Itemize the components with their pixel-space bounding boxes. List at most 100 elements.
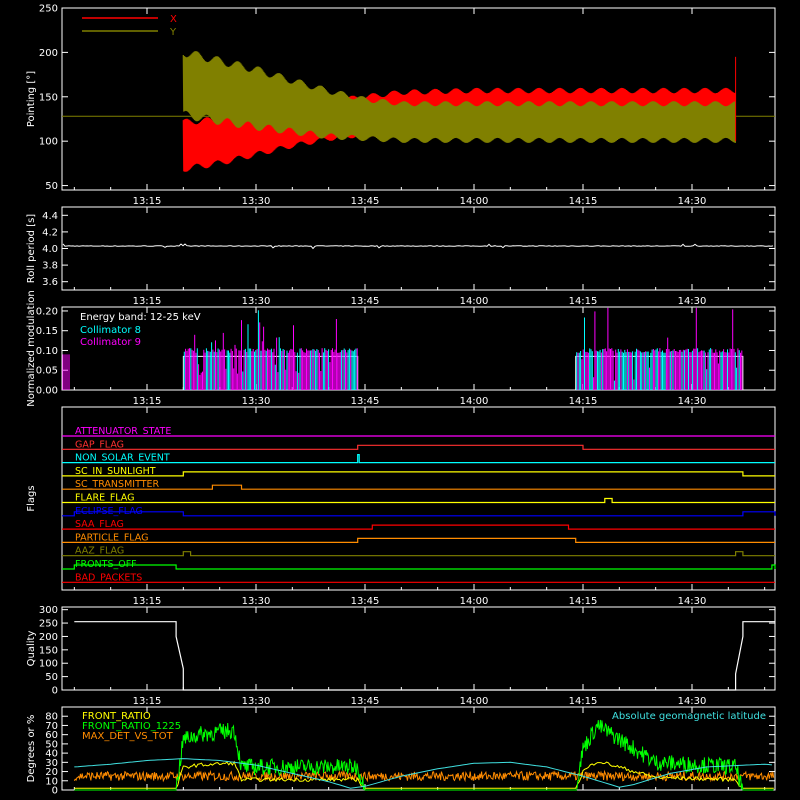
flag-line-eclipse-flag <box>62 511 776 517</box>
x-tick-label: 13:30 <box>242 296 271 307</box>
y-tick-label: 300 <box>39 605 58 616</box>
y-tick-label: 100 <box>39 659 58 670</box>
x-tick-label: 14:30 <box>678 396 707 407</box>
flag-line-flare-flag <box>62 497 775 504</box>
flag-line-fronts-off <box>62 564 776 570</box>
y-tick-label: 50 <box>45 739 58 750</box>
modulation-interval-outline <box>575 355 744 390</box>
y-tick-label: 150 <box>39 92 58 103</box>
modulation-legend-8: Collimator 8 <box>80 325 141 336</box>
panel-frame-4 <box>61 606 776 691</box>
x-tick-label: 14:30 <box>678 196 707 207</box>
y-tick-label: 3.6 <box>42 277 58 288</box>
x-tick-label: 14:00 <box>460 596 489 607</box>
y-tick-label: 0.00 <box>36 386 58 397</box>
y-tick-label: 0.20 <box>36 306 58 317</box>
x-tick-label: 13:30 <box>242 396 271 407</box>
x-tick-label: 13:15 <box>133 396 162 407</box>
y-tick-label: 200 <box>39 632 58 643</box>
x-tick-label: 14:00 <box>460 296 489 307</box>
quality-ylabel: Quality <box>26 631 37 667</box>
x-tick-label: 13:15 <box>133 696 162 707</box>
y-tick-label: 0.15 <box>36 326 58 337</box>
x-tick-label: 13:30 <box>242 196 271 207</box>
x-tick-label: 14:30 <box>678 696 707 707</box>
x-tick-label: 14:15 <box>569 196 598 207</box>
x-tick-label: 13:45 <box>351 596 380 607</box>
legend-front-ratio-1225: FRONT_RATIO_1225 <box>82 721 181 732</box>
y-tick-label: 0 <box>52 786 58 797</box>
modulation-legend-9: Collimator 9 <box>80 337 141 348</box>
flags-ylabel: Flags <box>26 485 37 511</box>
x-tick-label: 13:15 <box>133 596 162 607</box>
x-tick-label: 13:45 <box>351 396 380 407</box>
y-tick-label: 4.2 <box>42 227 58 238</box>
y-tick-label: 0 <box>52 686 58 697</box>
flag-label-eclipse-flag: ECLIPSE_FLAG <box>75 506 143 517</box>
x-tick-label: 14:15 <box>569 696 598 707</box>
series-front-ratio-1225 <box>74 719 774 791</box>
legend-label-x: X <box>170 14 177 25</box>
flag-label-saa-flag: SAA_FLAG <box>75 519 124 530</box>
flag-line-sc-transmitter <box>62 484 775 490</box>
modulation-annotation: Energy band: 12-25 keV <box>80 312 201 323</box>
x-tick-label: 14:30 <box>678 596 707 607</box>
series-max-det-vs-tot <box>73 769 775 783</box>
flag-line-gap-flag <box>62 444 775 450</box>
x-tick-label: 13:30 <box>242 696 271 707</box>
y-tick-label: 3.8 <box>42 261 58 272</box>
y-tick-label: 40 <box>45 749 58 760</box>
x-tick-label: 13:30 <box>242 596 271 607</box>
pointing-series-y <box>182 51 736 143</box>
degrees-ylabel: Degrees or % <box>26 715 37 783</box>
y-tick-label: 0.05 <box>36 366 58 377</box>
roll-period-series <box>62 243 774 250</box>
panel-frame-0 <box>61 7 776 191</box>
flag-label-particle-flag: PARTICLE_FLAG <box>75 532 148 543</box>
x-tick-label: 13:15 <box>133 296 162 307</box>
panel-frame-1 <box>61 206 776 291</box>
flag-label-gap-flag: GAP_FLAG <box>75 439 124 450</box>
panel-frame-3 <box>61 406 776 591</box>
x-tick-label: 14:15 <box>569 296 598 307</box>
x-tick-label: 13:45 <box>351 696 380 707</box>
x-tick-label: 13:45 <box>351 296 380 307</box>
flag-line-non-solar-event <box>62 454 775 464</box>
legend-label-y: Y <box>169 27 177 38</box>
quality-series <box>74 621 775 691</box>
panel-frame-2 <box>61 306 776 391</box>
y-tick-label: 50 <box>45 672 58 683</box>
y-tick-label: 250 <box>39 619 58 630</box>
y-tick-label: 30 <box>45 758 58 769</box>
x-tick-label: 14:00 <box>460 696 489 707</box>
flag-label-fronts-off: FRONTS_OFF <box>75 559 137 570</box>
pointing-ylabel: Pointing [°] <box>26 71 37 127</box>
y-tick-label: 200 <box>39 48 58 59</box>
flag-label-bad-packets: BAD_PACKETS <box>75 572 142 583</box>
legend-front-ratio: FRONT_RATIO <box>82 711 151 722</box>
x-tick-label: 14:15 <box>569 396 598 407</box>
x-tick-label: 14:30 <box>678 296 707 307</box>
flag-label-flare-flag: FLARE_FLAG <box>75 493 135 504</box>
x-tick-label: 14:00 <box>460 396 489 407</box>
y-tick-label: 100 <box>39 137 58 148</box>
y-tick-label: 80 <box>45 712 58 723</box>
flag-label-non-solar-event: NON_SOLAR_EVENT <box>75 453 170 464</box>
flag-line-particle-flag <box>62 537 775 544</box>
y-tick-label: 50 <box>45 181 58 192</box>
modulation-ylabel: Normalized modulation <box>26 290 37 407</box>
flag-line-sc-in-sunlight <box>62 471 775 477</box>
flag-label-aaz-flag: AAZ_FLAG <box>75 546 124 557</box>
y-tick-label: 20 <box>45 767 58 778</box>
x-tick-label: 13:45 <box>351 196 380 207</box>
y-tick-label: 250 <box>39 4 58 15</box>
legend-geomagnetic-latitude: Absolute geomagnetic latitude <box>612 711 766 722</box>
x-tick-label: 13:15 <box>133 196 162 207</box>
flag-line-aaz-flag <box>62 551 775 557</box>
flag-label-sc-transmitter: SC_TRANSMITTER <box>75 479 160 490</box>
x-tick-label: 14:00 <box>460 196 489 207</box>
roll-period-ylabel: Roll period [s] <box>26 214 37 283</box>
legend-max-det-vs-tot: MAX_DET_VS_TOT <box>82 731 174 742</box>
y-tick-label: 60 <box>45 730 58 741</box>
series-geomagnetic-latitude <box>74 758 772 789</box>
